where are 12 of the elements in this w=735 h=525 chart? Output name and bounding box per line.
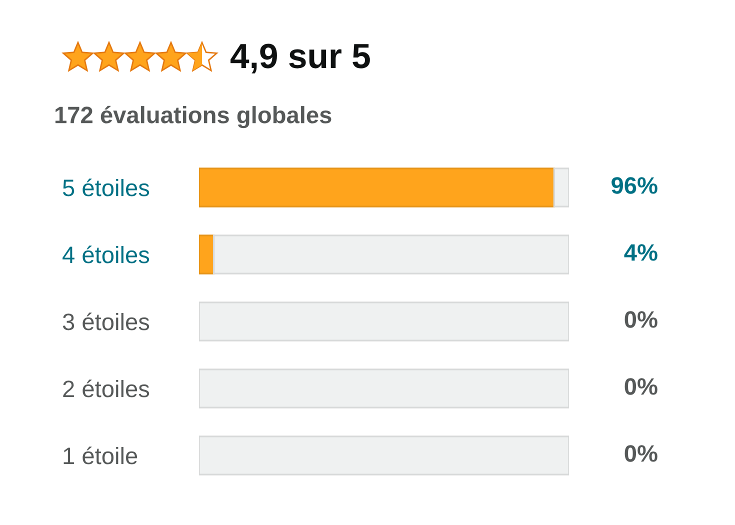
y-tick-label: 5 étoiles	[62, 178, 150, 196]
data-label: 0%	[624, 311, 658, 328]
data-label: 4%	[624, 244, 658, 261]
y-tick-label: 4 étoiles	[62, 246, 150, 264]
y-tick-label: 1 étoile	[64, 446, 138, 464]
y-tick-label: 2 étoiles	[63, 380, 150, 398]
y-tick-label: 3 étoiles	[62, 312, 150, 330]
chart-title: 4,9 sur 5	[230, 44, 370, 74]
data-label: 0%	[624, 378, 658, 395]
chart-subtitle: 172 évaluations globales	[55, 106, 332, 128]
data-label: 0%	[624, 445, 658, 462]
data-label: 96%	[612, 177, 658, 194]
